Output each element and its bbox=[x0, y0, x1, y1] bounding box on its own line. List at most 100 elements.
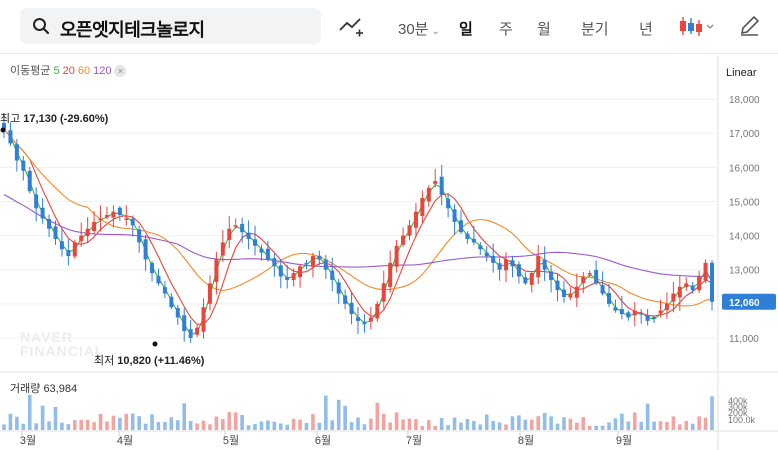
candle-body bbox=[484, 252, 489, 257]
low-value: 10,820 (+11.46%) bbox=[117, 355, 204, 367]
interval-day-button[interactable]: 일 bbox=[459, 21, 473, 38]
candle-body bbox=[92, 221, 97, 231]
volume-bar bbox=[710, 396, 714, 430]
volume-bar bbox=[407, 418, 412, 430]
volume-bar bbox=[143, 423, 148, 430]
volume-bar bbox=[401, 419, 405, 430]
volume-bar bbox=[304, 422, 309, 430]
volume-bar bbox=[356, 417, 360, 430]
month-label: 8월 bbox=[518, 434, 534, 447]
volume-bar bbox=[684, 420, 689, 430]
volume-bar bbox=[549, 416, 553, 430]
candle-body bbox=[304, 262, 309, 265]
volume-bar bbox=[317, 422, 322, 430]
candle-body bbox=[452, 209, 457, 222]
candle-body bbox=[465, 233, 470, 239]
volume-bar bbox=[105, 421, 109, 430]
interval-month-button[interactable]: 월 bbox=[537, 21, 551, 38]
candle-body bbox=[684, 283, 689, 288]
candle-body bbox=[690, 285, 695, 291]
candle-body bbox=[471, 238, 476, 243]
volume-bar bbox=[66, 424, 71, 430]
volume-bar bbox=[253, 423, 257, 430]
candle-body bbox=[214, 259, 219, 282]
ma-120-label: 120 bbox=[93, 65, 112, 77]
candle-body bbox=[574, 286, 579, 298]
volume-bar bbox=[484, 414, 489, 430]
stock-search-box[interactable]: 오픈엣지테크놀로지 bbox=[20, 8, 321, 44]
candle-body bbox=[278, 265, 283, 277]
volume-bar bbox=[272, 421, 277, 430]
current-price-badge bbox=[722, 293, 776, 310]
candle-body bbox=[343, 295, 348, 304]
month-label: 5월 bbox=[223, 434, 239, 447]
volume-bar bbox=[414, 419, 418, 430]
candle-body bbox=[182, 315, 187, 332]
candle-body bbox=[639, 312, 644, 315]
volume-bar bbox=[639, 421, 643, 430]
search-icon bbox=[33, 18, 50, 35]
volume-bar bbox=[47, 421, 51, 430]
close-icon[interactable]: × bbox=[114, 65, 127, 78]
candle-body bbox=[703, 262, 708, 281]
volume-label: 거래량 63,984 bbox=[10, 380, 77, 396]
volume-bar bbox=[233, 412, 238, 430]
candle-body bbox=[594, 269, 599, 284]
price-tick-label: 14,000 bbox=[729, 232, 760, 243]
volume-bar bbox=[278, 423, 283, 430]
volume-bar bbox=[613, 418, 618, 430]
pencil-icon[interactable] bbox=[737, 14, 763, 38]
candle-body bbox=[677, 286, 682, 298]
candle-body bbox=[491, 255, 496, 263]
candle-body bbox=[233, 225, 238, 227]
candle-type-icon[interactable] bbox=[678, 14, 716, 38]
candle-body bbox=[298, 266, 303, 278]
price-tick-label: 11,000 bbox=[729, 334, 759, 345]
month-label: 9월 bbox=[616, 434, 632, 447]
candle-body bbox=[201, 307, 206, 332]
candle-body bbox=[401, 235, 406, 245]
candle-body bbox=[8, 130, 13, 144]
interval-quarter-button[interactable]: 분기 bbox=[581, 21, 609, 38]
candle-body bbox=[375, 303, 380, 319]
candle-body bbox=[336, 282, 341, 294]
candle-body bbox=[697, 276, 702, 291]
interval-year-button[interactable]: 년 bbox=[639, 21, 653, 38]
volume-bar bbox=[227, 412, 232, 430]
interval-30m-button[interactable]: 30분 ⌄ bbox=[398, 18, 440, 39]
scale-selector[interactable]: Linear bbox=[726, 67, 757, 79]
search-input[interactable]: 오픈엣지테크놀로지 bbox=[60, 20, 205, 40]
interval-30m-label: 30분 bbox=[398, 21, 429, 38]
ma-120-line bbox=[3, 194, 713, 278]
volume-bar bbox=[130, 413, 135, 430]
candle-body bbox=[272, 258, 277, 267]
volume-bar bbox=[34, 423, 38, 430]
moving-average-legend[interactable]: 이동평균 5 20 60 120 × bbox=[10, 62, 129, 78]
candle-body bbox=[323, 259, 328, 270]
volume-bar bbox=[381, 413, 386, 430]
volume-bar bbox=[259, 421, 264, 430]
high-marker bbox=[0, 127, 6, 133]
candle-body bbox=[381, 283, 386, 302]
candle-body bbox=[14, 144, 19, 161]
candle-body bbox=[34, 194, 39, 209]
ma-20-label: 20 bbox=[62, 65, 75, 77]
candle-body bbox=[439, 176, 444, 195]
volume-tick-label: 300k bbox=[728, 402, 748, 412]
candle-body bbox=[27, 170, 32, 192]
candle-body bbox=[40, 207, 45, 219]
volume-bar bbox=[92, 422, 96, 430]
volume-bar bbox=[568, 418, 573, 430]
chart-toolbar: 오픈엣지테크놀로지 30분 ⌄ 일 주 월 분기 년 bbox=[0, 0, 778, 54]
interval-week-button[interactable]: 주 bbox=[499, 21, 513, 38]
volume-bar bbox=[349, 422, 354, 430]
watermark: NAVER FINANCIAL bbox=[20, 330, 104, 358]
candle-body bbox=[478, 245, 483, 250]
volume-bar bbox=[118, 417, 122, 430]
candle-body bbox=[188, 329, 193, 338]
candle-body bbox=[671, 293, 676, 302]
volume-bar bbox=[324, 395, 328, 430]
trend-drawing-icon[interactable] bbox=[338, 14, 364, 38]
volume-bar bbox=[15, 416, 19, 430]
